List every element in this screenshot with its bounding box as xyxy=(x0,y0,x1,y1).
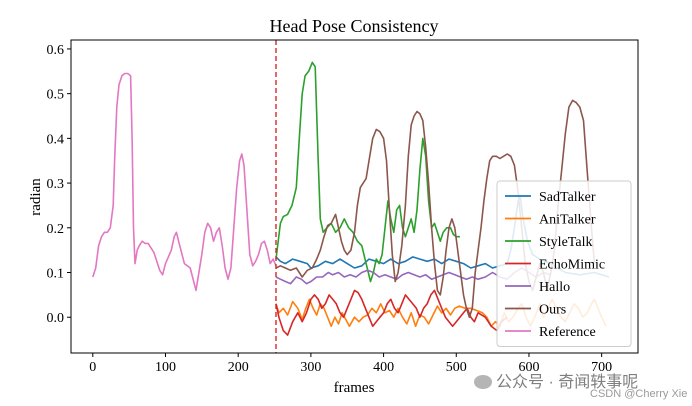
x-tick-label: 200 xyxy=(228,360,249,375)
x-tick-label: 500 xyxy=(446,360,467,375)
x-tick-label: 700 xyxy=(591,360,612,375)
x-tick-label: 0 xyxy=(89,360,96,375)
legend-label-anitalker: AniTalker xyxy=(539,213,596,228)
watermark-credit: CSDN @Cherry Xie xyxy=(590,388,688,400)
y-tick-label: 0.5 xyxy=(47,88,65,103)
plot-area: 0 100 200 300 400 500 600 700 0.0 0.1 0.2 0.3 0.4 0.5… xyxy=(47,39,639,375)
y-tick-label: 0.3 xyxy=(47,177,65,192)
chart-title: Head Pose Consistency xyxy=(270,16,439,36)
y-tick-label: 0.2 xyxy=(47,222,65,237)
x-axis-label: frames xyxy=(334,380,375,396)
legend-label-echomimic: EchoMimic xyxy=(539,258,605,273)
legend-label-hallo: Hallo xyxy=(539,280,570,295)
x-tick-label: 600 xyxy=(518,360,539,375)
legend-label-reference: Reference xyxy=(539,325,596,340)
watermark-channel: 公众号 · 奇闻轶事呢 xyxy=(474,368,638,392)
y-tick-label: 0.6 xyxy=(47,43,65,58)
legend-box xyxy=(496,180,632,347)
y-tick-label: 0.1 xyxy=(47,267,65,282)
x-tick-label: 400 xyxy=(373,360,394,375)
legend-label-ours: Ours xyxy=(539,303,566,318)
legend-label-sadtalker: SadTalker xyxy=(539,190,596,205)
legend-label-styletalk: StyleTalk xyxy=(539,235,592,250)
axes-frame xyxy=(70,39,639,354)
series-line-echomimic xyxy=(275,289,508,336)
y-axis-label: radian xyxy=(28,178,44,216)
y-tick-label: 0.0 xyxy=(47,311,65,326)
channel-logo-icon xyxy=(474,375,492,389)
x-tick-label: 300 xyxy=(300,360,321,375)
y-tick-label: 0.4 xyxy=(47,132,65,147)
series-line-hallo xyxy=(275,267,552,285)
series-line-reference xyxy=(92,72,277,292)
x-tick-label: 100 xyxy=(155,360,176,375)
